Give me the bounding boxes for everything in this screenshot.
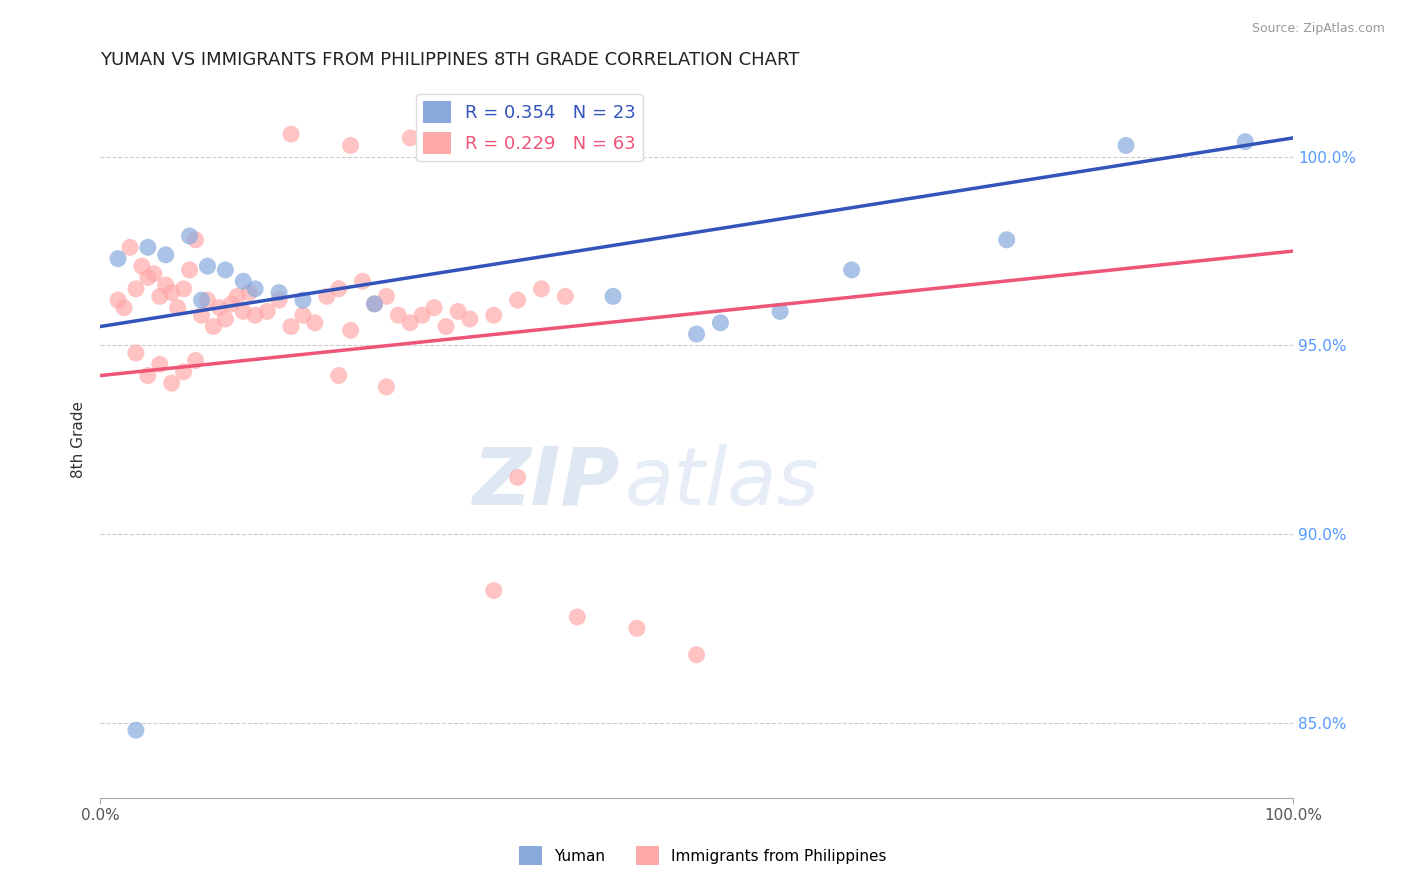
Point	[173, 282, 195, 296]
Text: atlas: atlas	[626, 443, 820, 522]
Point	[447, 131, 470, 145]
Point	[184, 353, 207, 368]
Point	[202, 319, 225, 334]
Text: YUMAN VS IMMIGRANTS FROM PHILIPPINES 8TH GRADE CORRELATION CHART: YUMAN VS IMMIGRANTS FROM PHILIPPINES 8TH…	[100, 51, 800, 69]
Point	[125, 723, 148, 738]
Point	[363, 297, 385, 311]
Text: ZIP: ZIP	[471, 443, 619, 522]
Point	[375, 289, 398, 303]
Point	[226, 289, 249, 303]
Point	[232, 304, 254, 318]
Point	[399, 316, 422, 330]
Text: Source: ZipAtlas.com: Source: ZipAtlas.com	[1251, 22, 1385, 36]
Point	[173, 365, 195, 379]
Point	[482, 308, 505, 322]
Point	[841, 263, 863, 277]
Legend: Yuman, Immigrants from Philippines: Yuman, Immigrants from Philippines	[513, 840, 893, 871]
Point	[190, 293, 212, 307]
Point	[107, 293, 129, 307]
Point	[506, 470, 529, 484]
Point	[315, 289, 337, 303]
Point	[375, 380, 398, 394]
Point	[626, 621, 648, 635]
Point	[136, 368, 159, 383]
Point	[112, 301, 135, 315]
Y-axis label: 8th Grade: 8th Grade	[72, 401, 86, 478]
Point	[399, 131, 422, 145]
Point	[149, 289, 172, 303]
Point	[160, 376, 183, 391]
Point	[530, 282, 553, 296]
Point	[245, 282, 267, 296]
Point	[339, 138, 361, 153]
Point	[155, 248, 177, 262]
Point	[214, 263, 236, 277]
Point	[136, 270, 159, 285]
Point	[411, 308, 433, 322]
Point	[543, 120, 565, 134]
Point	[447, 304, 470, 318]
Point	[267, 285, 290, 300]
Point	[482, 583, 505, 598]
Point	[238, 285, 260, 300]
Point	[685, 648, 707, 662]
Point	[291, 293, 314, 307]
Point	[179, 263, 201, 277]
Point	[458, 312, 481, 326]
Point	[125, 346, 148, 360]
Point	[387, 308, 409, 322]
Point	[232, 274, 254, 288]
Point	[179, 229, 201, 244]
Point	[131, 259, 153, 273]
Point	[190, 308, 212, 322]
Point	[280, 319, 302, 334]
Point	[197, 293, 219, 307]
Point	[142, 267, 165, 281]
Point	[197, 259, 219, 273]
Point	[995, 233, 1018, 247]
Point	[136, 240, 159, 254]
Point	[267, 293, 290, 307]
Point	[328, 282, 350, 296]
Point	[363, 297, 385, 311]
Point	[149, 357, 172, 371]
Point	[155, 278, 177, 293]
Point	[118, 240, 141, 254]
Point	[221, 297, 243, 311]
Point	[107, 252, 129, 266]
Point	[1234, 135, 1257, 149]
Point	[125, 282, 148, 296]
Point	[352, 274, 374, 288]
Point	[304, 316, 326, 330]
Point	[256, 304, 278, 318]
Point	[423, 301, 446, 315]
Point	[339, 323, 361, 337]
Point	[685, 327, 707, 342]
Point	[166, 301, 188, 315]
Point	[769, 304, 792, 318]
Point	[214, 312, 236, 326]
Point	[506, 293, 529, 307]
Point	[434, 319, 457, 334]
Point	[567, 610, 589, 624]
Point	[280, 127, 302, 141]
Point	[208, 301, 231, 315]
Point	[602, 289, 624, 303]
Point	[291, 308, 314, 322]
Legend: R = 0.354   N = 23, R = 0.229   N = 63: R = 0.354 N = 23, R = 0.229 N = 63	[416, 94, 643, 161]
Point	[709, 316, 731, 330]
Point	[160, 285, 183, 300]
Point	[458, 146, 481, 161]
Point	[1115, 138, 1137, 153]
Point	[245, 308, 267, 322]
Point	[328, 368, 350, 383]
Point	[554, 289, 576, 303]
Point	[184, 233, 207, 247]
